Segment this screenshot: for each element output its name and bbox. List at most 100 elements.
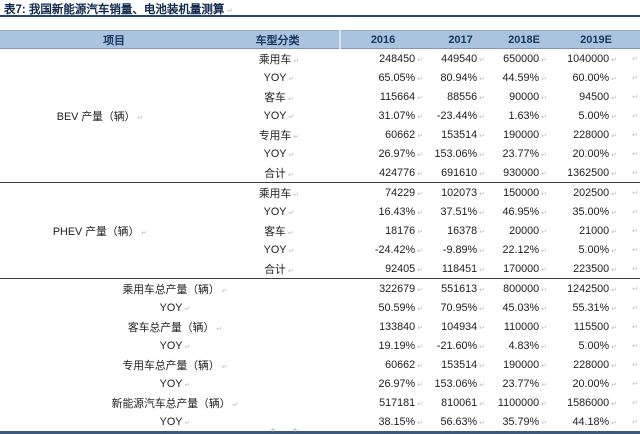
column-header: 2018E — [496, 30, 560, 49]
column-header: 2016 — [340, 30, 433, 49]
value-cell: 1.63% — [496, 106, 560, 125]
value-cell: 153.06% — [433, 374, 496, 393]
total-row-label: 新能源汽车总产量（辆） — [0, 393, 340, 412]
total-row-label: 客车总产量（辆） — [0, 317, 340, 336]
vehicle-type-cell: 客车 — [200, 87, 340, 106]
vehicle-type-cell: 合计 — [200, 259, 340, 279]
table-row: YOY-24.42%-9.89%22.12%5.00%↵ — [0, 240, 640, 259]
row-end-mark: ↵ — [632, 245, 638, 254]
value-cell: 80.94% — [433, 68, 496, 87]
value-cell: 223500 ↵ — [560, 259, 640, 279]
value-cell: 170000 — [496, 259, 560, 279]
row-end-mark: ↵ — [632, 54, 638, 63]
value-cell: 20.00% ↵ — [560, 374, 640, 393]
row-end-mark: ↵ — [632, 130, 638, 139]
value-cell: 60662 — [340, 355, 433, 374]
table-row: YOY19.19%-21.60%4.83%5.00%↵ — [0, 336, 640, 355]
column-header: 项目 — [0, 30, 200, 49]
value-cell: 35.79% — [496, 412, 560, 433]
value-cell: 153514 — [433, 125, 496, 144]
row-end-mark: ↵ — [632, 303, 638, 312]
table-row: YOY16.43%37.51%46.95%35.00%↵ — [0, 202, 640, 221]
value-cell: 691610 — [433, 163, 496, 183]
value-cell: 65.05% — [340, 68, 433, 87]
table-row: BEV 产量（辆）乘用车2484504495406500001040000↵ — [0, 48, 640, 183]
value-cell: 228000 ↵ — [560, 125, 640, 144]
table-row: YOY50.59%70.95%45.03%55.31%↵ — [0, 298, 640, 317]
value-cell: 94500 ↵ — [560, 87, 640, 106]
table-row: 客车总产量（辆）133840104934110000115500↵ — [0, 317, 640, 336]
vehicle-type-cell: 乘用车 — [200, 48, 340, 68]
paragraph-marks: + + — [270, 426, 298, 434]
vehicle-type-cell: YOY — [200, 68, 340, 87]
value-cell: 46.95% — [496, 202, 560, 221]
value-cell: 102073 — [433, 182, 496, 202]
row-end-mark: ↵ — [632, 73, 638, 82]
value-cell: 517181 — [340, 393, 433, 412]
table-row: 专用车60662153514190000228000↵ — [0, 125, 640, 144]
value-cell: 800000 — [496, 278, 560, 298]
row-end-mark: ↵ — [632, 322, 638, 331]
total-row-label: YOY — [0, 412, 340, 433]
value-cell: 190000 — [496, 355, 560, 374]
row-end-mark: ↵ — [632, 92, 638, 101]
section-label: BEV 产量（辆） — [0, 48, 200, 183]
value-cell: -21.60% — [433, 336, 496, 355]
row-end-mark: ↵ — [632, 417, 638, 426]
value-cell: 551613 — [433, 278, 496, 298]
total-row-label: 乘用车总产量（辆） — [0, 278, 340, 298]
value-cell: 26.97% — [340, 144, 433, 163]
row-end-mark: ↵ — [632, 35, 638, 44]
value-cell: 150000 — [496, 182, 560, 202]
value-cell: 20.00% ↵ — [560, 144, 640, 163]
value-cell: 55.31% ↵ — [560, 298, 640, 317]
caption-rule — [0, 15, 640, 17]
value-cell: 35.00% ↵ — [560, 202, 640, 221]
table-row: YOY31.07%-23.44%1.63%5.00%↵ — [0, 106, 640, 125]
column-header: 2019E ↵ — [560, 30, 640, 49]
value-cell: 1586000 ↵ — [560, 393, 640, 412]
value-cell: 153514 — [433, 355, 496, 374]
value-cell: 228000 ↵ — [560, 355, 640, 374]
row-end-mark: ↵ — [632, 111, 638, 120]
total-row-label: 专用车总产量（辆） — [0, 355, 340, 374]
table-row: 合计92405118451170000223500↵ — [0, 259, 640, 279]
vehicle-type-cell: YOY — [200, 106, 340, 125]
total-row-label: YOY — [0, 298, 340, 317]
value-cell: 1362500 ↵ — [560, 163, 640, 183]
value-cell: 21000 ↵ — [560, 221, 640, 240]
value-cell: 190000 — [496, 125, 560, 144]
data-table: 项目车型分类201620172018E2019E↵ BEV 产量（辆）乘用车24… — [0, 30, 640, 434]
value-cell: 118451 — [433, 259, 496, 279]
table-row: 客车115664885569000094500↵ — [0, 87, 640, 106]
total-row-label: YOY — [0, 336, 340, 355]
value-cell: 45.03% — [496, 298, 560, 317]
value-cell: -23.44% — [433, 106, 496, 125]
value-cell: 22.12% — [496, 240, 560, 259]
value-cell: 322679 — [340, 278, 433, 298]
value-cell: 19.19% — [340, 336, 433, 355]
value-cell: 23.77% — [496, 144, 560, 163]
value-cell: 424776 — [340, 163, 433, 183]
value-cell: 38.15% — [340, 412, 433, 433]
row-end-mark: ↵ — [632, 226, 638, 235]
value-cell: 70.95% — [433, 298, 496, 317]
table-row: YOY38.15%56.63%35.79%44.18%↵ — [0, 412, 640, 433]
value-cell: 104934 — [433, 317, 496, 336]
value-cell: 74229 — [340, 182, 433, 202]
vehicle-type-cell: YOY — [200, 240, 340, 259]
value-cell: 50.59% — [340, 298, 433, 317]
value-cell: 1100000 — [496, 393, 560, 412]
value-cell: 115500 ↵ — [560, 317, 640, 336]
value-cell: 133840 — [340, 317, 433, 336]
value-cell: 88556 — [433, 87, 496, 106]
value-cell: 930000 — [496, 163, 560, 183]
value-cell: 26.97% — [340, 374, 433, 393]
row-end-mark: ↵ — [632, 284, 638, 293]
value-cell: 18176 — [340, 221, 433, 240]
row-end-mark: ↵ — [632, 379, 638, 388]
value-cell: 44.59% — [496, 68, 560, 87]
value-cell: 44.18% ↵ — [560, 412, 640, 433]
row-end-mark: ↵ — [632, 341, 638, 350]
